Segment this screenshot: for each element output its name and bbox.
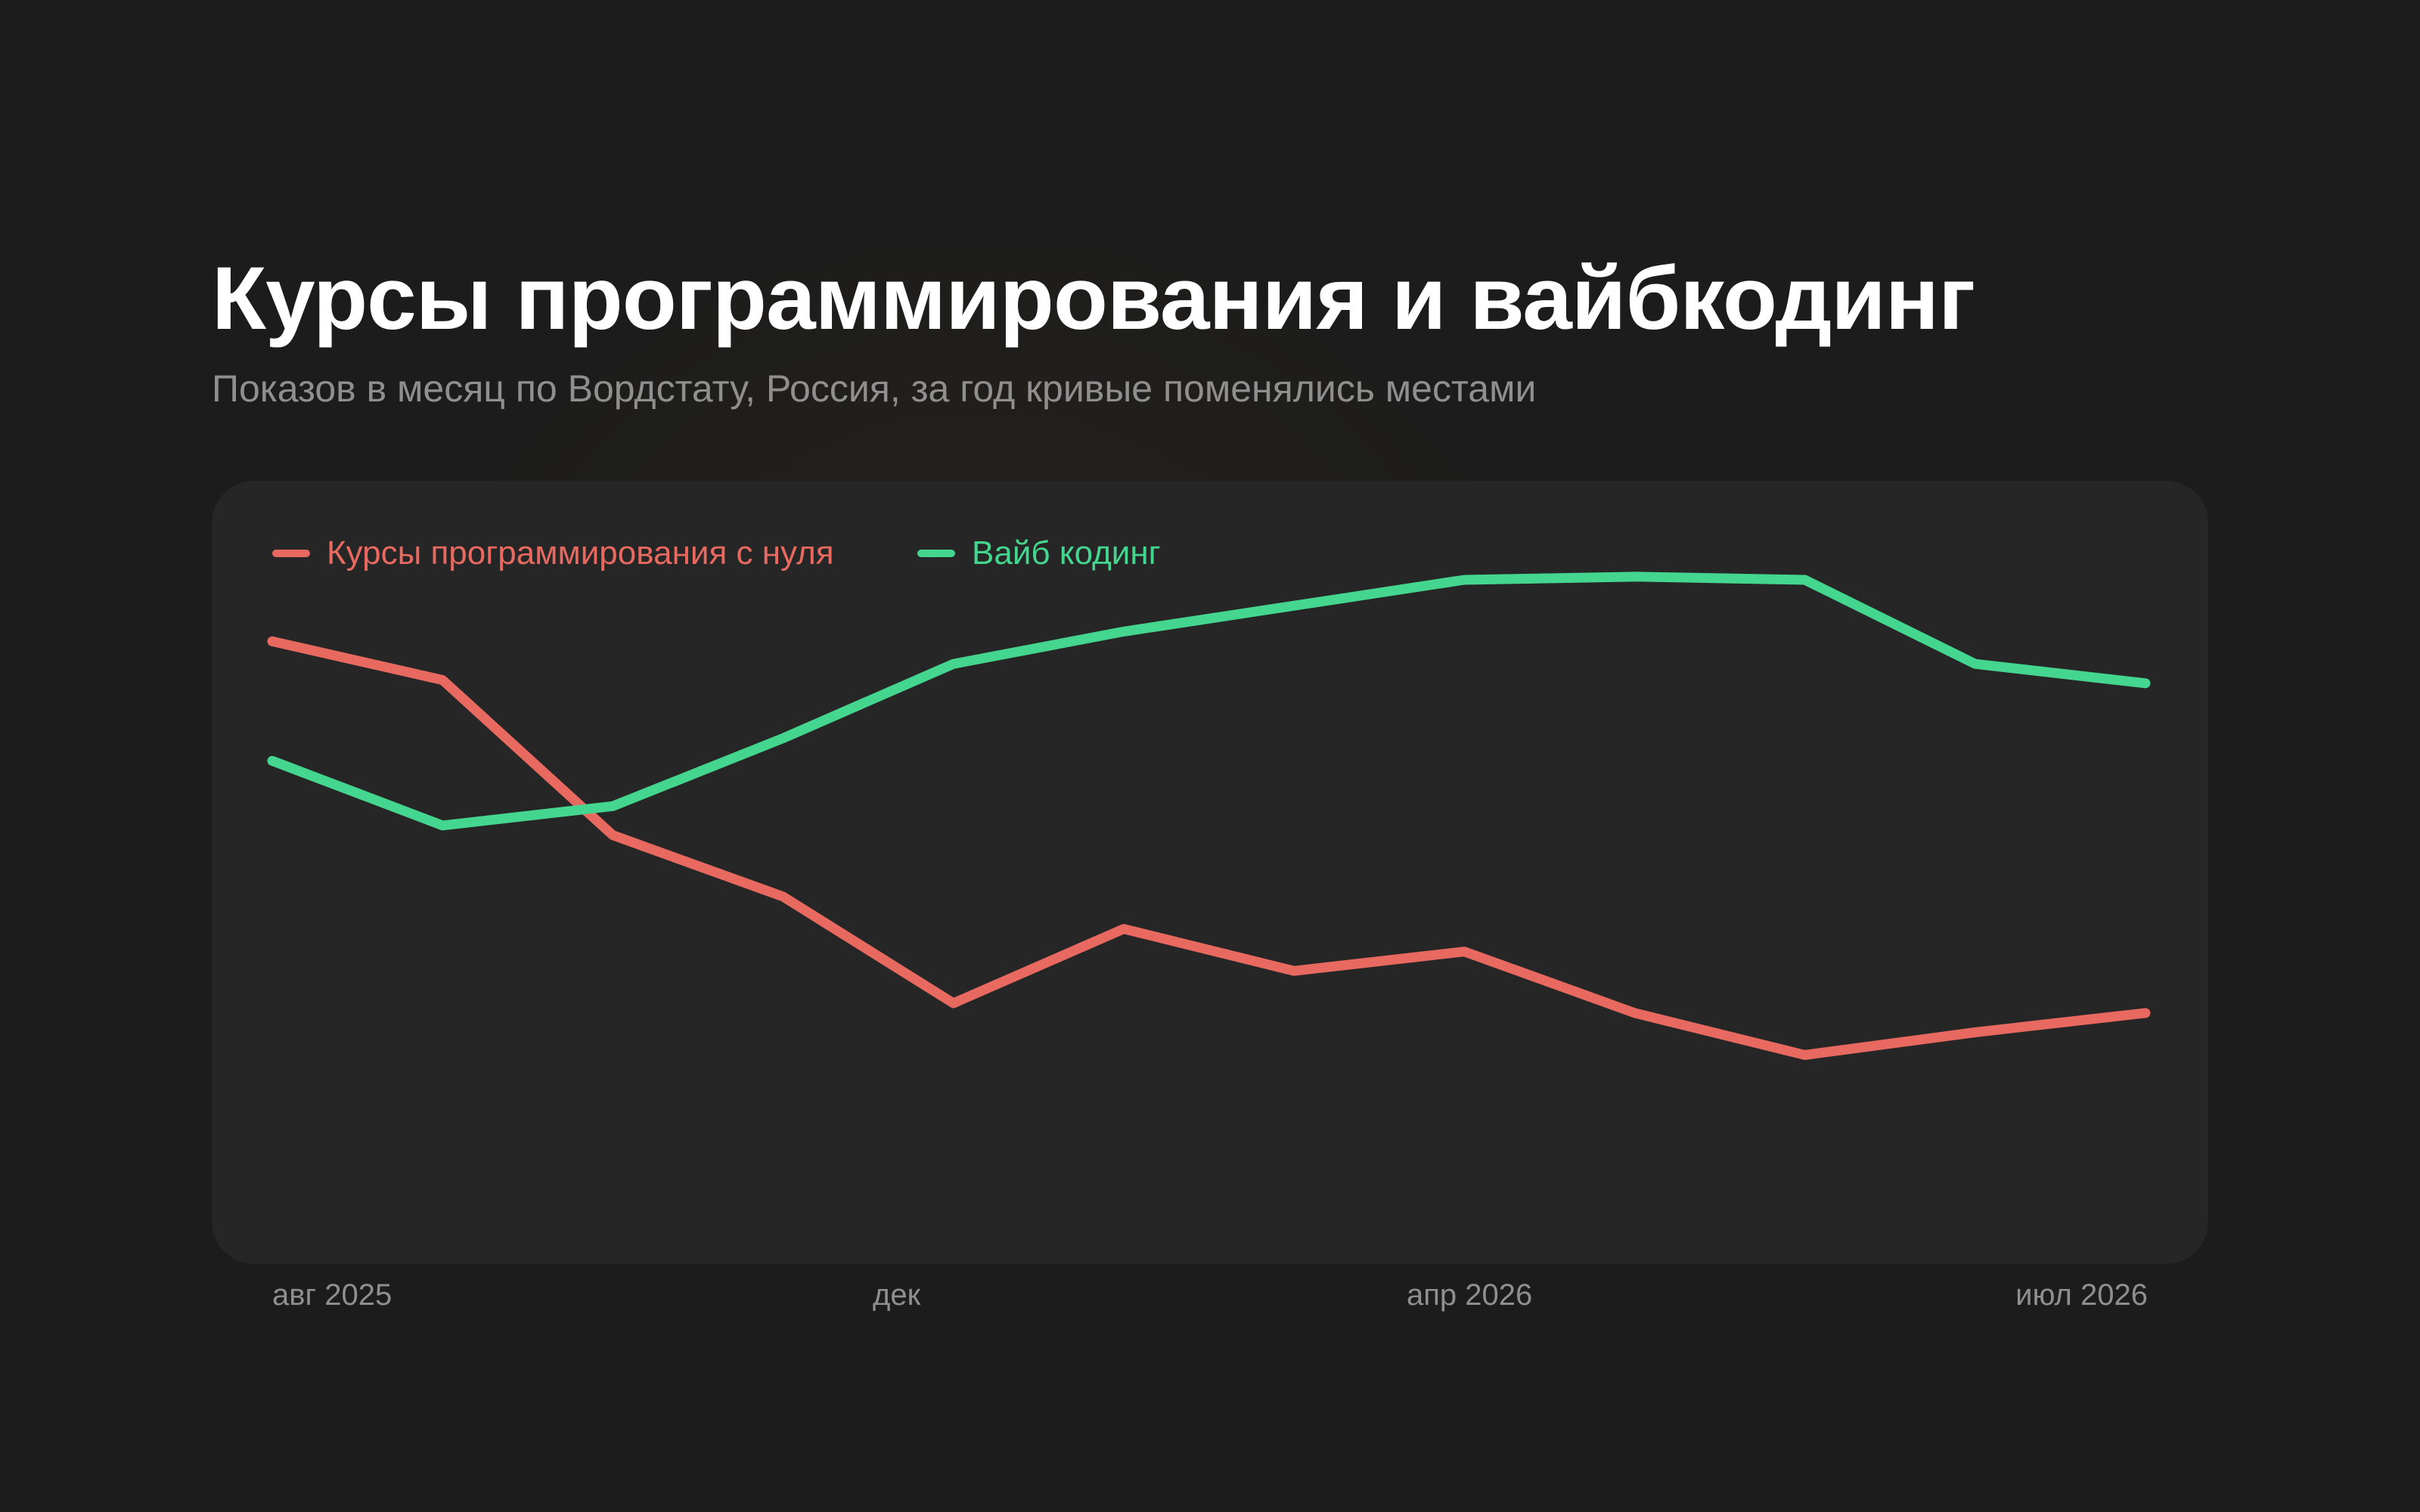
- legend-item-courses: Курсы программирования с нуля: [272, 529, 834, 578]
- x-tick-label: авг 2025: [272, 1278, 392, 1312]
- x-tick-label: апр 2026: [1407, 1278, 1533, 1312]
- series-line-vibe-coding: [267, 572, 2151, 831]
- x-tick-label: дек: [873, 1278, 921, 1312]
- series-line-courses: [267, 636, 2151, 1060]
- legend-label-vibe-coding: Вайб кодинг: [972, 534, 1161, 572]
- page-title: Курсы программирования и вайбкодинг: [212, 249, 1975, 349]
- legend-label-courses: Курсы программирования с нуля: [327, 534, 834, 572]
- x-tick-label: июл 2026: [2015, 1278, 2148, 1312]
- legend-item-vibe-coding: Вайб кодинг: [917, 529, 1161, 578]
- legend-swatch-vibe-coding: [917, 550, 955, 557]
- legend-swatch-courses: [272, 550, 310, 557]
- page-subtitle: Показов в месяц по Вордстату, Россия, за…: [212, 367, 1537, 410]
